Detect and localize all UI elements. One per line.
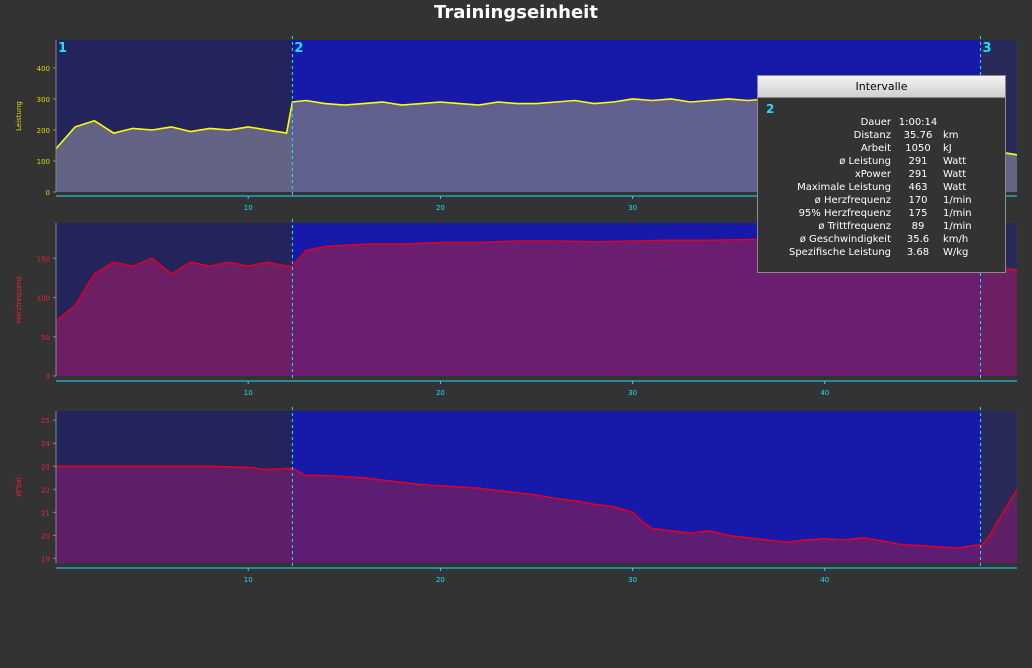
stat-value: 175 <box>908 208 928 219</box>
stat-value: 89 <box>911 221 925 232</box>
x-tick-label: 10 <box>244 576 253 584</box>
stat-label: Maximale Leistung <box>797 182 891 193</box>
y-tick-label: 21 <box>41 509 50 517</box>
stat-label: Dauer <box>860 117 891 128</box>
stat-row: 95% Herzfrequenz 175 1/min <box>758 207 1005 220</box>
stat-unit: km/h <box>943 234 969 245</box>
stat-label: 95% Herzfrequenz <box>798 208 891 219</box>
y-tick-label: 150 <box>37 255 50 263</box>
stat-row: ø Herzfrequenz 170 1/min <box>758 194 1005 207</box>
interval-label: 3 <box>982 41 991 56</box>
y-tick-label: 0 <box>46 373 50 381</box>
y-tick-label: 300 <box>37 96 50 104</box>
stat-value: 35.76 <box>903 130 933 141</box>
interval-stats-table: Dauer 1:00:14 Distanz 35.76 km Arbeit 1050 kJ ø … <box>758 116 1005 259</box>
x-tick-label: 30 <box>628 576 637 584</box>
stat-label: ø Herzfrequenz <box>814 195 891 206</box>
y-tick-label: 200 <box>37 127 50 135</box>
popup-interval-label: 2 <box>766 102 775 116</box>
y-axis-label: Herzfrequenz <box>15 276 23 323</box>
stat-label: Spezifische Leistung <box>788 247 891 258</box>
stat-value: 1050 <box>905 143 931 154</box>
stat-unit: kJ <box>943 143 952 154</box>
stat-value: 1:00:14 <box>898 117 938 128</box>
x-tick-label: 20 <box>436 389 445 397</box>
stat-row: ø Trittfrequenz 89 1/min <box>758 220 1005 233</box>
interval-label: 1 <box>58 41 67 56</box>
stat-unit: km <box>943 130 959 141</box>
stat-label: xPower <box>854 169 891 180</box>
page-title: Trainingseinheit <box>434 2 598 23</box>
stat-unit: 1/min <box>943 195 972 206</box>
stat-value: 35.6 <box>906 234 930 245</box>
stat-unit: Watt <box>943 156 967 167</box>
stat-value: 3.68 <box>906 247 930 258</box>
y-tick-label: 50 <box>41 334 50 342</box>
stat-unit: 1/min <box>943 208 972 219</box>
y-tick-label: 19 <box>41 555 50 563</box>
x-tick-label: 30 <box>628 204 637 212</box>
popup-title[interactable]: Intervalle <box>758 76 1005 98</box>
y-tick-label: 20 <box>41 532 50 540</box>
stat-row: ø Geschwindigkeit 35.6 km/h <box>758 233 1005 246</box>
x-tick-label: 20 <box>436 204 445 212</box>
stat-value: 291 <box>908 156 928 167</box>
x-tick-label: 10 <box>244 389 253 397</box>
stat-row: Distanz 35.76 km <box>758 129 1005 142</box>
x-tick-label: 30 <box>628 389 637 397</box>
stat-unit: 1/min <box>943 221 972 232</box>
y-tick-label: 25 <box>41 417 50 425</box>
weight-line <box>56 465 1018 549</box>
interval-label: 2 <box>294 41 303 56</box>
y-tick-label: 100 <box>37 158 50 166</box>
stat-value: 170 <box>908 195 928 206</box>
stat-label: ø Geschwindigkeit <box>799 234 891 245</box>
stat-unit <box>939 116 1005 129</box>
heart_rate-area <box>56 238 1017 376</box>
stat-label: ø Leistung <box>839 156 891 167</box>
stat-row: xPower 291 Watt <box>758 168 1005 181</box>
intervals-popup[interactable]: Intervalle 2 Dauer 1:00:14 Distanz 35.76 km A… <box>757 75 1006 273</box>
y-tick-label: 100 <box>37 295 50 303</box>
y-tick-label: 400 <box>37 65 50 73</box>
stat-label: Arbeit <box>860 143 891 154</box>
stat-unit: Watt <box>943 182 967 193</box>
stat-row: Maximale Leistung 463 Watt <box>758 181 1005 194</box>
y-axis-label: W'bal <box>15 477 23 497</box>
y-tick-label: 22 <box>41 486 50 494</box>
x-tick-label: 40 <box>820 389 829 397</box>
y-axis-label: Leistung <box>15 101 23 131</box>
stat-row: Spezifische Leistung 3.68 W/kg <box>758 246 1005 259</box>
stat-value: 463 <box>908 182 928 193</box>
x-tick-label: 10 <box>244 204 253 212</box>
stat-label: Distanz <box>853 130 891 141</box>
stat-label: ø Trittfrequenz <box>818 221 891 232</box>
stat-row: Arbeit 1050 kJ <box>758 142 1005 155</box>
x-tick-label: 40 <box>820 576 829 584</box>
stat-unit: W/kg <box>943 247 969 258</box>
weight-area <box>56 466 1017 563</box>
y-tick-label: 23 <box>41 463 50 471</box>
x-tick-label: 20 <box>436 576 445 584</box>
y-tick-label: 0 <box>46 189 50 197</box>
stat-row: ø Leistung 291 Watt <box>758 155 1005 168</box>
stat-row: Dauer 1:00:14 <box>758 116 1005 129</box>
stat-value: 291 <box>908 169 928 180</box>
stat-unit: Watt <box>943 169 967 180</box>
y-tick-label: 24 <box>41 440 50 448</box>
